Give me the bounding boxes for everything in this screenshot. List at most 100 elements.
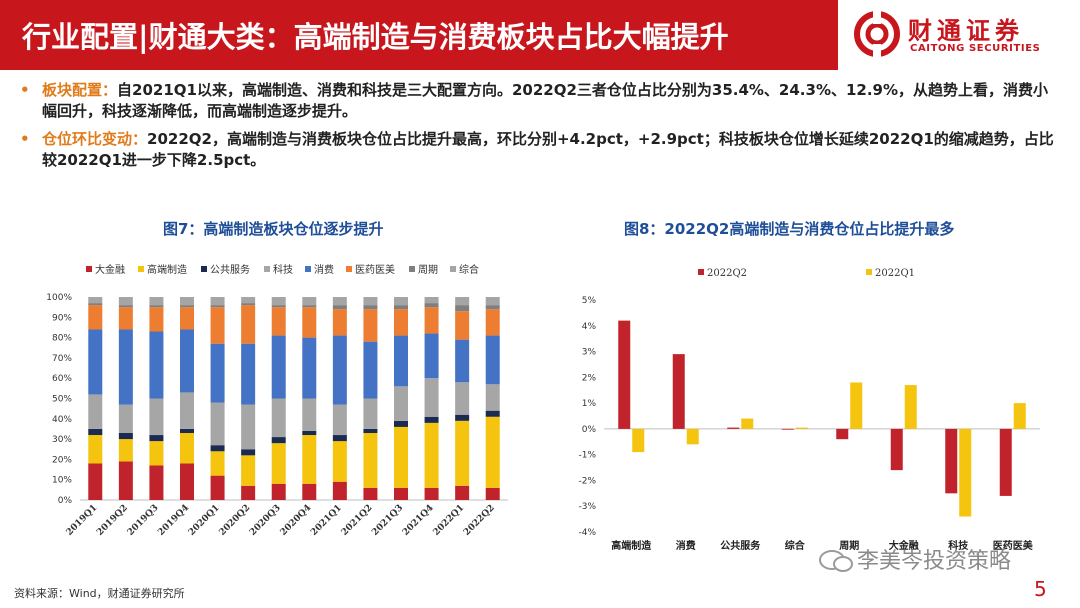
y-tick-label: 50%	[52, 395, 72, 405]
chart8-grouped-bar: 2022Q2 2022Q1 5% 4% 3% 2% 1% 0% -1% -2% -3% -4% 高端制造…	[578, 268, 1040, 552]
bullet-dot-icon: •	[20, 130, 30, 148]
bar-segment	[485, 487, 500, 500]
wechat-icon	[819, 550, 853, 572]
bar-2022Q1	[959, 428, 972, 517]
bar-segment	[363, 309, 378, 342]
bar-segment	[485, 309, 500, 336]
bar-segment	[210, 402, 225, 446]
bar-segment	[302, 305, 317, 308]
chart7-title: 图7：高端制造板块仓位逐步提升	[163, 220, 384, 238]
x-tick-label: 2021Q3	[370, 503, 405, 538]
x-tick-label: 公共服务	[720, 539, 761, 552]
bar-segment	[88, 297, 103, 304]
bar-segment	[118, 461, 133, 500]
bar-segment	[241, 485, 256, 500]
x-tick-label: 2019Q3	[126, 503, 161, 538]
bar-segment	[118, 439, 133, 462]
legend-label-0: 大金融	[95, 263, 125, 276]
bullet-dot-icon: •	[20, 81, 30, 99]
legend-label-1: 2022Q1	[875, 268, 915, 279]
bar-segment	[241, 297, 256, 304]
bar-segment	[455, 311, 470, 340]
bar-2022Q1	[632, 428, 645, 453]
bar-segment	[332, 441, 347, 482]
bar-segment	[455, 414, 470, 421]
y-tick-label: 0%	[582, 425, 597, 435]
bar-segment	[271, 398, 286, 438]
bar-segment	[455, 485, 470, 500]
bar-segment	[455, 339, 470, 383]
y-tick-label: 3%	[582, 348, 597, 358]
bar-segment	[424, 303, 439, 308]
bar-segment	[88, 428, 103, 436]
legend-swatch-7	[450, 266, 456, 272]
bar-segment	[149, 435, 164, 442]
bar-segment	[271, 443, 286, 484]
bar-segment	[394, 386, 408, 421]
bar-segment	[424, 307, 439, 334]
legend-label-5: 医药医美	[355, 263, 395, 276]
x-tick-label: 2021Q2	[340, 503, 375, 538]
bar-segment	[363, 433, 378, 488]
bar-segment	[210, 307, 225, 344]
bar-segment	[485, 297, 500, 306]
bar-2022Q2	[618, 320, 631, 429]
legend-label-3: 科技	[273, 263, 293, 276]
bar-2022Q1	[904, 385, 917, 429]
legend-swatch-5	[346, 266, 352, 272]
bar-2022Q2	[890, 428, 903, 471]
y-tick-label: 90%	[52, 313, 72, 323]
y-tick-label: 2%	[582, 373, 597, 383]
x-tick-label: 医药医美	[993, 539, 1034, 552]
bar-segment	[302, 297, 317, 306]
bar-segment	[271, 437, 286, 444]
bar-segment	[363, 398, 378, 429]
y-tick-label: -3%	[578, 502, 596, 512]
bar-segment	[210, 297, 225, 306]
bar-segment	[180, 433, 194, 464]
bar-segment	[88, 463, 103, 500]
bar-segment	[302, 430, 317, 436]
bar-segment	[424, 297, 439, 304]
y-tick-label: 20%	[52, 455, 72, 465]
x-tick-label: 2019Q4	[156, 503, 191, 538]
bar-segment	[118, 404, 133, 434]
x-tick-label: 2022Q1	[432, 503, 467, 538]
y-tick-label: 0%	[58, 496, 73, 506]
bullet-text: 2022Q2，高端制造与消费板块仓位占比提升最高，环比分别+4.2pct，+2.…	[42, 130, 1054, 169]
bar-segment	[271, 305, 286, 308]
bar-segment	[88, 394, 103, 429]
legend-label-1: 高端制造	[147, 263, 187, 276]
x-tick-label: 2020Q1	[187, 503, 222, 538]
x-tick-label: 2021Q1	[309, 503, 344, 538]
legend-swatch-0	[86, 266, 92, 272]
x-tick-label: 高端制造	[611, 539, 652, 552]
x-tick-label: 2020Q3	[248, 503, 283, 538]
bar-segment	[424, 333, 439, 379]
legend-swatch-4	[305, 266, 311, 272]
bar-segment	[424, 416, 439, 423]
source-note: 资料来源：Wind，财通证券研究所	[14, 587, 185, 600]
y-tick-label: 4%	[582, 322, 597, 332]
x-tick-label: 周期	[839, 539, 859, 552]
bar-segment	[210, 305, 225, 308]
bar-segment	[394, 297, 408, 306]
x-tick-label: 2020Q4	[279, 503, 314, 538]
x-tick-label: 消费	[676, 539, 696, 552]
y-tick-label: -4%	[578, 528, 596, 538]
y-tick-label: -2%	[578, 476, 596, 486]
bar-segment	[241, 404, 256, 450]
y-tick-label: 5%	[582, 296, 597, 306]
bar-segment	[210, 451, 225, 476]
y-tick-label: 40%	[52, 415, 72, 425]
bar-segment	[149, 307, 164, 332]
bullet-position-change: • 仓位环比变动：2022Q2，高端制造与消费板块仓位占比提升最高，环比分别+4…	[20, 129, 1060, 171]
bar-2022Q2	[672, 354, 685, 429]
bar-segment	[88, 329, 103, 395]
bar-segment	[271, 335, 286, 399]
bullet-label: 仓位环比变动：	[42, 130, 148, 148]
bar-segment	[302, 307, 317, 338]
bar-2022Q1	[850, 382, 863, 429]
bar-segment	[302, 435, 317, 484]
legend-swatch-2	[201, 266, 207, 272]
